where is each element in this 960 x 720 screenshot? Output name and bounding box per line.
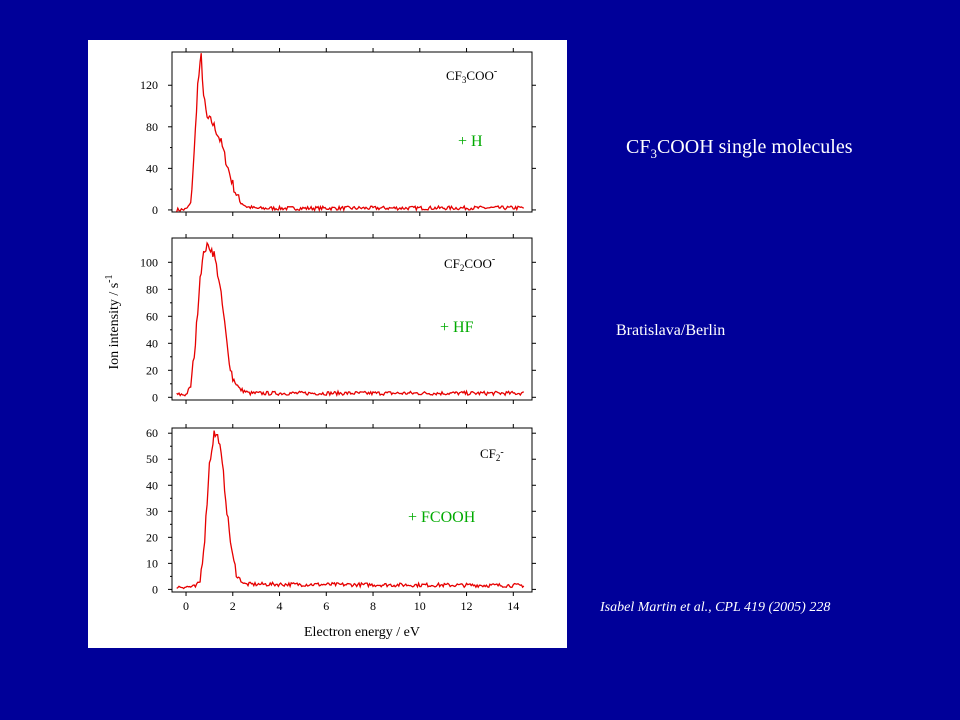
panel-2-ytick-label: 20 [146, 363, 158, 377]
group-label: Bratislava/Berlin [616, 322, 726, 339]
panel-1-trace [176, 53, 525, 213]
panel-1-ytick-label: 0 [152, 203, 158, 217]
x-axis-title: Electron energy / eV [304, 625, 420, 640]
panel-2-loss-label: + HF [440, 319, 474, 336]
xtick-label: 2 [230, 599, 236, 613]
panel-1-frame [171, 51, 533, 213]
panel-2-ytick-label: 100 [140, 255, 158, 269]
panel-1-ytick-label: 80 [146, 120, 158, 134]
panel-1-ytick-label: 40 [146, 161, 158, 175]
slide-title-rest: COOH single molecules [656, 136, 853, 158]
panel-3-ytick-label: 30 [146, 504, 158, 518]
xtick-label: 14 [507, 599, 519, 613]
panel-3-species-label: CF2- [480, 446, 504, 463]
y-axis-title: Ion intensity / s-1 [104, 274, 122, 369]
panel-1-loss-label: + H [458, 133, 483, 150]
panel-2-ytick-label: 40 [146, 336, 158, 350]
xtick-label: 10 [414, 599, 426, 613]
panel-2-ytick-label: 0 [152, 390, 158, 404]
panel-3-ytick-label: 60 [146, 426, 158, 440]
panel-3-ytick-label: 10 [146, 556, 158, 570]
panel-2-frame [171, 237, 533, 401]
xtick-label: 0 [183, 599, 189, 613]
slide-title-subscript: 3 [650, 146, 657, 161]
panel-3-trace [176, 430, 525, 590]
panel-3-ytick-label: 40 [146, 478, 158, 492]
panel-3-ytick-label: 0 [152, 582, 158, 596]
figure-panel: 0 40 80 120 CF3COO- + H 0 20 40 60 80 100 CF2COO- + H… [88, 40, 567, 648]
panel-1-ytick-label: 120 [140, 78, 158, 92]
panel-3-loss-label: + FCOOH [408, 509, 476, 526]
citation: Isabel Martin et al., CPL 419 (2005) 228 [600, 600, 831, 615]
panel-2-ytick-label: 60 [146, 309, 158, 323]
panel-1-species-label: CF3COO- [446, 66, 497, 85]
xtick-label: 12 [461, 599, 473, 613]
panel-3-ytick-label: 50 [146, 452, 158, 466]
xtick-label: 8 [370, 599, 376, 613]
panel-2-trace [176, 241, 524, 398]
panel-3-frame [171, 427, 533, 593]
slide-title-main: CF [626, 136, 651, 158]
xtick-label: 6 [323, 599, 329, 613]
panel-2-ytick-label: 80 [146, 282, 158, 296]
panel-2-species-label: CF2COO- [444, 254, 495, 273]
slide-title: CF3COOH single molecules [626, 136, 853, 162]
panel-3-ytick-label: 20 [146, 530, 158, 544]
xtick-label: 4 [277, 599, 283, 613]
